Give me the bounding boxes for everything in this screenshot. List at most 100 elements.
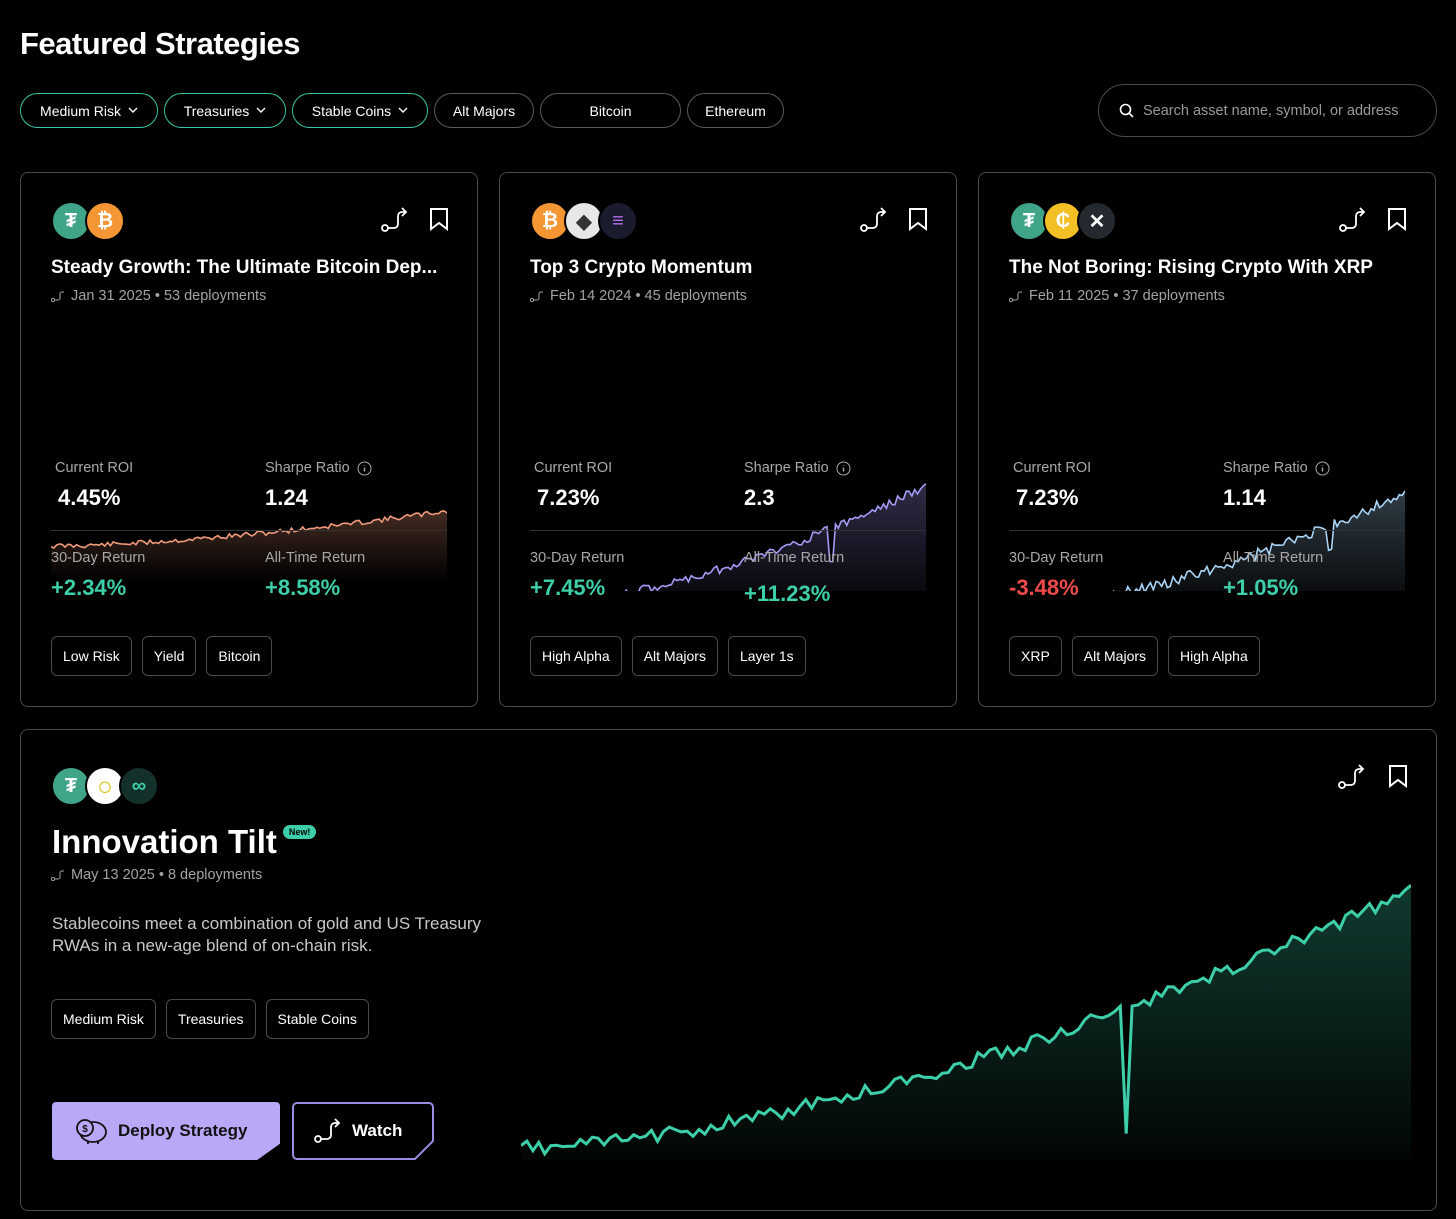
bookmark-icon[interactable] — [429, 207, 449, 231]
sharpe-value: 1.14 — [1223, 485, 1266, 510]
bookmark-icon[interactable] — [908, 207, 928, 231]
watch-label: Watch — [352, 1121, 403, 1140]
return30-value: -3.48% — [1009, 575, 1079, 600]
tag[interactable]: Layer 1s — [727, 636, 806, 676]
filter-medium-risk[interactable]: Medium Risk — [20, 93, 158, 128]
coin-stack: ₮ ₵ ✕ — [1009, 201, 1117, 241]
deploy-label: Deploy Strategy — [118, 1121, 248, 1140]
search-input[interactable] — [1143, 102, 1433, 119]
route-icon — [314, 1118, 341, 1143]
filter-alt-majors[interactable]: Alt Majors — [434, 93, 534, 128]
sharpe-label: Sharpe Ratio — [265, 460, 372, 476]
tag[interactable]: Treasuries — [165, 999, 256, 1039]
filter-bar: Medium Risk Treasuries Stable Coins Alt … — [20, 93, 784, 128]
deploy-strategy-button[interactable]: $ Deploy Strategy — [52, 1102, 280, 1160]
search-box[interactable] — [1098, 84, 1437, 137]
filter-treasuries[interactable]: Treasuries — [164, 93, 286, 128]
tether-icon: ₮ — [51, 201, 91, 241]
route-icon[interactable] — [381, 207, 409, 233]
roi-value: 7.23% — [537, 485, 600, 510]
page-title: Featured Strategies — [20, 26, 300, 61]
performance-chart — [1112, 490, 1405, 591]
bitcoin-icon: ₿ — [530, 201, 570, 241]
alltime-value: +8.58% — [265, 575, 341, 600]
roi-label: Current ROI — [1013, 460, 1092, 476]
chevron-down-icon — [256, 107, 266, 113]
card-title[interactable]: Steady Growth: The Ultimate Bitcoin Dep.… — [51, 257, 438, 278]
featured-title-text[interactable]: Innovation Tilt — [52, 823, 277, 860]
route-icon — [51, 291, 64, 302]
card-meta: Jan 31 2025 • 53 deployments — [51, 288, 266, 304]
tether-icon: ₮ — [1009, 201, 1049, 241]
chart-line — [624, 483, 926, 591]
route-icon[interactable] — [860, 207, 888, 233]
route-icon[interactable] — [1339, 207, 1367, 233]
tag[interactable]: Alt Majors — [631, 636, 718, 676]
divider — [1009, 530, 1405, 531]
filter-ethereum[interactable]: Ethereum — [687, 93, 784, 128]
featured-strategy-card[interactable]: ₮ ○ ∞ Innovation Tilt New! May 13 2025 • … — [20, 729, 1437, 1211]
roi-value: 7.23% — [1016, 485, 1079, 510]
tag[interactable]: Alt Majors — [1071, 636, 1159, 676]
filter-label: Medium Risk — [40, 102, 121, 119]
return30-value: +7.45% — [530, 575, 606, 600]
route-icon — [530, 291, 543, 302]
tag[interactable]: High Alpha — [1168, 636, 1260, 676]
watch-button-outline — [292, 1102, 434, 1160]
featured-meta: May 13 2025 • 8 deployments — [51, 867, 262, 883]
info-icon[interactable] — [836, 461, 851, 476]
info-icon[interactable] — [357, 461, 372, 476]
bookmark-icon[interactable] — [1388, 764, 1408, 788]
alltime-label: All-Time Return — [1223, 550, 1324, 566]
card-title[interactable]: Top 3 Crypto Momentum — [530, 257, 753, 278]
divider — [530, 530, 926, 531]
chevron-down-icon — [128, 107, 138, 113]
filter-label: Bitcoin — [589, 102, 632, 119]
search-icon — [1119, 103, 1134, 118]
tag[interactable]: Stable Coins — [265, 999, 369, 1039]
featured-title: Innovation Tilt New! — [52, 823, 317, 861]
tag[interactable]: Yield — [141, 636, 197, 676]
tag[interactable]: Medium Risk — [51, 999, 156, 1039]
card-meta: Feb 11 2025 • 37 deployments — [1009, 288, 1225, 304]
performance-chart — [51, 510, 447, 581]
watch-button[interactable]: Watch — [292, 1102, 434, 1160]
route-icon — [51, 870, 64, 881]
return30-label: 30-Day Return — [51, 550, 146, 566]
tag[interactable]: Bitcoin — [206, 636, 273, 676]
sharpe-label: Sharpe Ratio — [744, 460, 851, 476]
roi-label: Current ROI — [55, 460, 134, 476]
bookmark-icon[interactable] — [1387, 207, 1407, 231]
sharpe-value: 2.3 — [744, 485, 775, 510]
chevron-down-icon — [398, 107, 408, 113]
info-icon[interactable] — [1315, 461, 1330, 476]
piggy-bank-icon: $ — [76, 1119, 107, 1144]
route-icon[interactable] — [1338, 764, 1366, 790]
filter-label: Alt Majors — [452, 102, 516, 119]
chart-line — [521, 884, 1411, 1157]
filter-stable-coins[interactable]: Stable Coins — [292, 93, 428, 128]
tag[interactable]: XRP — [1009, 636, 1062, 676]
roi-value: 4.45% — [58, 485, 121, 510]
strategy-card[interactable]: ₮ ₿ Steady Growth: The Ultimate Bitcoin … — [20, 172, 478, 707]
strategy-card[interactable]: ₮ ₵ ✕ The Not Boring: Rising Crypto With… — [978, 172, 1436, 707]
alltime-label: All-Time Return — [265, 550, 366, 566]
route-icon — [1009, 291, 1022, 302]
tag-list: Medium Risk Treasuries Stable Coins — [51, 999, 369, 1039]
chart-area — [521, 885, 1411, 1160]
alltime-value: +11.23% — [744, 581, 831, 606]
tag[interactable]: Low Risk — [51, 636, 132, 676]
solana-icon: ≡ — [598, 201, 638, 241]
card-meta: Feb 14 2024 • 45 deployments — [530, 288, 747, 304]
tag[interactable]: High Alpha — [530, 636, 622, 676]
performance-chart — [624, 483, 926, 591]
tag-list: High Alpha Alt Majors Layer 1s — [530, 636, 806, 676]
tag-list: Low Risk Yield Bitcoin — [51, 636, 273, 676]
filter-bitcoin[interactable]: Bitcoin — [540, 93, 681, 128]
meta-text: Jan 31 2025 • 53 deployments — [71, 288, 267, 304]
roi-label: Current ROI — [534, 460, 613, 476]
card-title[interactable]: The Not Boring: Rising Crypto With XRP — [1009, 257, 1373, 278]
alltime-value: +1.05% — [1223, 575, 1299, 600]
strategy-card[interactable]: ₿ ◆ ≡ Top 3 Crypto Momentum Feb 14 2024 … — [499, 172, 957, 707]
return30-value: +2.34% — [51, 575, 127, 600]
